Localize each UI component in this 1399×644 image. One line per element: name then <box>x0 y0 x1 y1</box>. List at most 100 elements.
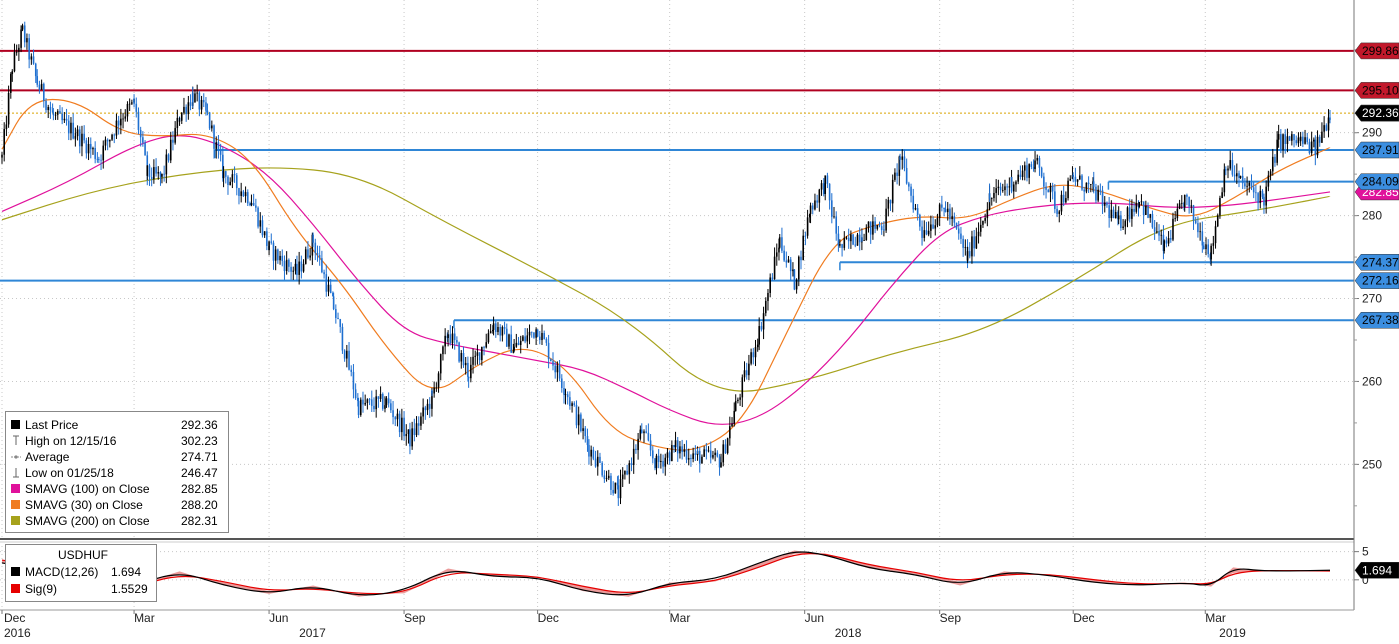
price-candle-body <box>61 113 63 121</box>
price-candle-body <box>131 102 133 104</box>
price-candle-body <box>392 410 394 418</box>
price-candle-body <box>971 236 973 257</box>
price-candle-body <box>1034 160 1036 169</box>
legend-value-sma200: 282.31 <box>181 514 218 528</box>
price-candle-body <box>1062 194 1065 203</box>
price-candle-body <box>528 331 531 336</box>
level-tag-287-91-label: 287.91 <box>1362 143 1399 157</box>
price-candle-body <box>692 453 694 460</box>
price-candle-body <box>242 191 245 197</box>
macd-panel-title: USDHUF <box>58 548 108 562</box>
price-candle-body <box>67 120 70 134</box>
price-candle-body <box>268 241 270 251</box>
price-candle-body <box>563 388 565 395</box>
price-candle-body <box>153 167 155 180</box>
price-candle-body <box>439 354 442 374</box>
price-candle-body <box>104 139 107 146</box>
y-tick-label: 260 <box>1362 374 1382 388</box>
price-candle-body <box>144 142 146 156</box>
price-candle-body <box>1049 185 1052 193</box>
price-candle-body <box>38 84 41 90</box>
price-candle-body <box>148 165 151 177</box>
price-candle-body <box>1321 131 1323 143</box>
price-candle-body <box>816 200 818 203</box>
price-candle-body <box>1058 211 1061 214</box>
price-candle-body <box>350 369 353 372</box>
price-candle-body <box>1085 182 1088 192</box>
price-candle-body <box>1203 245 1205 250</box>
price-candle-body <box>889 199 892 204</box>
price-candle-body <box>470 364 472 379</box>
price-candle-body <box>739 397 741 400</box>
price-candle-body <box>460 353 463 362</box>
price-candle-body <box>783 250 785 261</box>
price-candle-body <box>63 118 66 121</box>
price-candle-body <box>795 279 798 290</box>
price-candle-body <box>1112 209 1115 219</box>
price-candle-body <box>474 355 477 357</box>
price-candle-body <box>837 233 840 246</box>
price-candle-body <box>23 25 26 43</box>
price-candle-body <box>133 98 135 104</box>
price-candle-body <box>916 208 919 215</box>
price-candle-body <box>703 449 705 457</box>
price-candle-body <box>339 319 342 327</box>
price-candle-body <box>671 445 673 462</box>
legend-label-sma100: SMAVG (100) on Close <box>25 482 150 496</box>
price-candle-body <box>169 139 172 161</box>
price-candle-body <box>1227 168 1229 171</box>
price-candle-body <box>240 191 242 196</box>
price-candle-body <box>1145 205 1147 215</box>
price-candle-body <box>1021 170 1024 177</box>
price-candle-body <box>664 457 667 467</box>
price-candle-body <box>1239 175 1242 178</box>
price-candle-body <box>394 417 397 420</box>
price-candle-body <box>1008 186 1011 188</box>
price-candle-body <box>489 331 492 334</box>
price-candle-body <box>858 234 861 243</box>
price-candle-body <box>174 128 176 143</box>
price-candle-body <box>20 29 22 48</box>
x-year-label: 2019 <box>1219 626 1246 639</box>
price-candle-body <box>288 259 290 267</box>
price-candle-body <box>806 217 809 236</box>
price-candle-body <box>1274 156 1276 163</box>
price-candle-body <box>828 183 831 201</box>
price-candle-body <box>824 175 827 194</box>
price-candle-body <box>1293 134 1295 141</box>
x-tick-label: Jun <box>269 611 288 625</box>
macd-tick-label: 0 <box>1362 573 1369 587</box>
price-candle-body <box>261 220 264 236</box>
level-tag-267-38: 267.38 <box>1354 311 1399 329</box>
x-tick-label: Dec <box>4 611 25 625</box>
price-candle-body <box>189 102 192 106</box>
price-candle-body <box>596 456 599 467</box>
price-candle-body <box>1030 164 1033 167</box>
price-candle-body <box>1090 184 1092 185</box>
price-candle-body <box>698 451 701 464</box>
price-candle-body <box>778 237 781 248</box>
price-candle-body <box>87 143 90 154</box>
price-candle-body <box>266 231 268 246</box>
macd-line <box>1 551 1331 596</box>
last-price-tag-shape <box>1354 104 1399 122</box>
price-candle-body <box>505 328 508 347</box>
price-candle-body <box>346 350 348 359</box>
price-candle-body <box>381 393 384 409</box>
signal-line <box>1 553 1331 595</box>
price-candle-body <box>215 142 218 149</box>
price-candle-body <box>831 200 833 217</box>
price-candle-body <box>643 431 645 434</box>
price-candle-body <box>45 101 47 111</box>
price-candle-body <box>294 263 297 271</box>
price-candle-body <box>467 362 469 377</box>
price-candle-body <box>938 204 941 219</box>
price-candle-body <box>645 431 647 433</box>
price-candle-body <box>1318 136 1321 143</box>
price-candle-body <box>556 365 559 373</box>
price-candle-body <box>883 229 885 231</box>
price-candle-body <box>332 296 335 310</box>
level-tag-272-16-label: 272.16 <box>1362 274 1399 288</box>
price-candle-body <box>850 234 852 242</box>
price-candle-body <box>1142 201 1145 215</box>
